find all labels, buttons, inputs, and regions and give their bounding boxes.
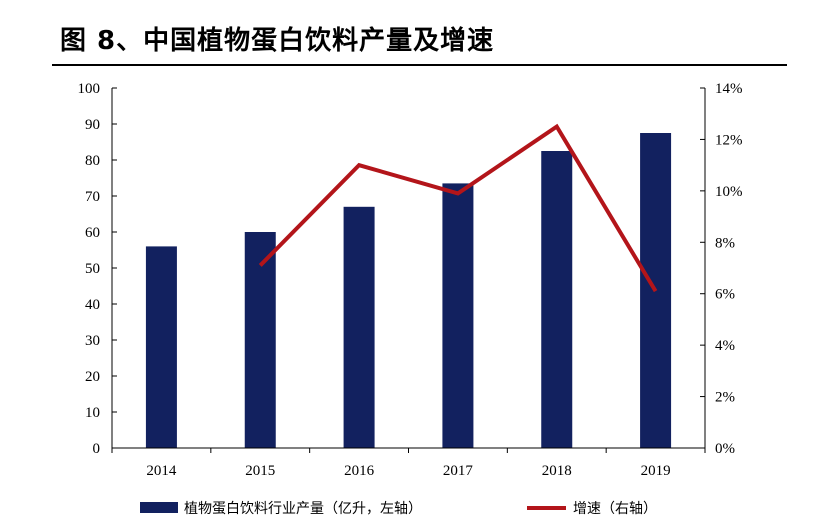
x-tick-label: 2018	[542, 463, 572, 479]
y-left-tick-label: 60	[85, 225, 100, 241]
bar-2015	[244, 232, 276, 448]
y-right-tick-label: 0%	[715, 441, 735, 457]
bar-2017	[442, 183, 474, 448]
y-left-tick-label: 0	[93, 441, 101, 457]
bar-2014	[145, 246, 177, 448]
y-left-tick-label: 30	[85, 333, 100, 349]
legend-label-output: 植物蛋白饮料行业产量（亿升，左轴）	[184, 501, 422, 517]
y-left-tick-label: 90	[85, 117, 100, 133]
y-right-tick-label: 14%	[715, 81, 743, 97]
y-right-tick-label: 10%	[715, 184, 743, 200]
y-left-tick-label: 70	[85, 189, 100, 205]
x-tick-label: 2016	[344, 463, 375, 479]
title-rule	[52, 64, 787, 66]
y-right-tick-label: 2%	[715, 390, 735, 406]
y-left-tick-label: 80	[85, 153, 100, 169]
y-right-tick-label: 12%	[715, 132, 743, 148]
chart-title: 图 8、中国植物蛋白饮料产量及增速	[60, 26, 495, 56]
y-right-tick-label: 6%	[715, 287, 735, 303]
legend-swatch-output	[140, 502, 178, 513]
y-left-tick-label: 40	[85, 297, 100, 313]
y-right-tick-label: 8%	[715, 235, 735, 251]
y-left-tick-label: 100	[78, 81, 101, 97]
y-left-tick-label: 10	[85, 405, 100, 421]
x-tick-label: 2015	[245, 463, 275, 479]
legend-label-growth: 增速（右轴）	[573, 501, 657, 517]
x-tick-label: 2014	[146, 463, 177, 479]
bar-2018	[541, 151, 573, 448]
y-left-tick-label: 50	[85, 261, 100, 277]
x-tick-label: 2019	[641, 463, 671, 479]
bar-2016	[343, 206, 375, 448]
x-tick-label: 2017	[443, 463, 474, 479]
y-left-tick-label: 20	[85, 369, 100, 385]
y-right-tick-label: 4%	[715, 338, 735, 354]
